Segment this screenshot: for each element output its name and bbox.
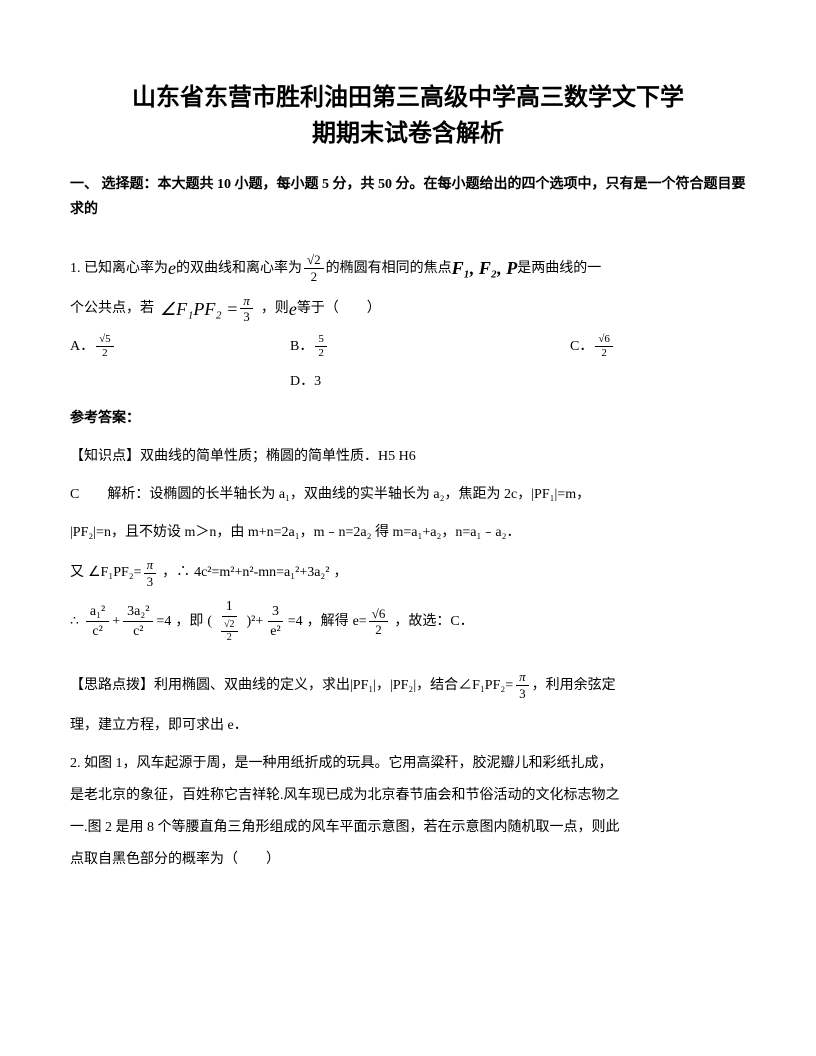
- paren-l: (: [207, 609, 212, 634]
- result-frac: √6 2: [369, 606, 389, 638]
- analysis-line3: 又 ∠F₁PF₂= π 3 ，∴ 4c²=m²+n²-mn=a₁²+3a₂² ，: [70, 557, 746, 589]
- q1-line1: 1. 已知离心率为 e 的双曲线和离心率为 √2 2 的椭圆有相同的焦点 F₁,…: [70, 252, 746, 284]
- cf3-num: 1: [222, 599, 237, 617]
- q2-line4: 点取自黑色部分的概率为（ ）: [70, 846, 746, 874]
- tip-pre: 【思路点拨】利用椭圆、双曲线的定义，求出|PF₁|，|PF₂|，结合∠F₁PF₂…: [70, 673, 513, 698]
- tip-line1: 【思路点拨】利用椭圆、双曲线的定义，求出|PF₁|，|PF₂|，结合∠F₁PF₂…: [70, 669, 746, 701]
- answer-label: 参考答案：: [70, 406, 746, 431]
- cf3-den: √22: [215, 617, 244, 644]
- tip-line2: 理，建立方程，即可求出 e．: [70, 712, 746, 740]
- analysis-line1: C 解析：设椭圆的长半轴长为 a₁，双曲线的实半轴长为 a₂，焦距为 2c，|P…: [70, 481, 746, 509]
- frac-num: √2: [304, 252, 324, 269]
- res-den: 2: [372, 622, 385, 638]
- q1-e1: e: [168, 252, 176, 284]
- line4-end: ，故选：C．: [394, 609, 473, 634]
- cf2: 3a₂² c²: [123, 604, 153, 640]
- title-line1: 山东省东营市胜利油田第三高级中学高三数学文下学: [70, 80, 746, 116]
- line3-angle: ∠F₁PF₂= π 3: [88, 557, 158, 589]
- tip-pi-num: π: [516, 669, 529, 686]
- line4-pre: ∴: [70, 609, 79, 634]
- option-a: A． √5 2: [70, 333, 290, 360]
- line4-after: ，解得: [307, 609, 349, 634]
- option-d: D．3: [290, 369, 746, 394]
- cf1-den: c²: [88, 622, 106, 639]
- opt-c-label: C．: [570, 334, 593, 359]
- line3-mid: ，∴: [162, 560, 190, 585]
- e-eq: e=: [353, 609, 367, 634]
- page-title: 山东省东营市胜利油田第三高级中学高三数学文下学 期期末试卷含解析: [70, 80, 746, 152]
- q2-line1: 2. 如图 1，风车起源于周，是一种用纸折成的玩具。它用高粱秆，胶泥瓣儿和彩纸扎…: [70, 750, 746, 778]
- q1-line2: 个公共点，若 ∠F₁PF₂ = π 3 ，则 e 等于（ ）: [70, 293, 746, 325]
- options-row: A． √5 2 B． 5 2 C． √6 2: [70, 333, 746, 360]
- paren-r: )²+: [247, 609, 264, 634]
- opt-a-den: 2: [99, 347, 111, 360]
- opt-c-den: 2: [598, 347, 610, 360]
- line3-pre: 又: [70, 560, 84, 585]
- section-header: 一、 选择题：本大题共 10 小题，每小题 5 分，共 50 分。在每小题给出的…: [70, 172, 746, 222]
- q1-text6: ，则: [261, 296, 289, 321]
- q1-text4: 是两曲线的一: [517, 256, 601, 281]
- line4-mid: ，即: [175, 609, 203, 634]
- line4-frac1: a₁² c² + 3a₂² c² =4: [83, 604, 171, 640]
- pi3-num: π: [144, 557, 157, 574]
- q1-text5: 个公共点，若: [70, 296, 154, 321]
- line4-frac2: ( 1 √22 )²+ 3 e² =4: [207, 599, 302, 644]
- opt-b-label: B．: [290, 334, 313, 359]
- q1-foci: F₁, F₂, P: [452, 252, 518, 284]
- pi-den: 3: [240, 309, 253, 325]
- option-c: C． √6 2: [570, 333, 720, 360]
- q1-text3: 的椭圆有相同的焦点: [326, 256, 452, 281]
- q1-text7: 等于（ ）: [297, 296, 381, 321]
- eq4-1: =4: [156, 609, 171, 634]
- cf1-num: a₁²: [86, 604, 109, 622]
- pi-num: π: [240, 293, 253, 310]
- line3-eq: 4c²=m²+n²-mn=a₁²+3a₂²: [194, 560, 329, 585]
- angle-text: ∠F₁PF₂=: [88, 560, 142, 585]
- opt-b-num: 5: [315, 333, 327, 347]
- option-b: B． 5 2: [290, 333, 570, 360]
- cf3: 1 √22: [215, 599, 244, 644]
- cf1: a₁² c²: [86, 604, 109, 640]
- tip-post: ，利用余弦定: [532, 673, 616, 698]
- cf2-den: c²: [129, 622, 147, 639]
- knowledge-point: 【知识点】双曲线的简单性质；椭圆的简单性质．H5 H6: [70, 443, 746, 471]
- tip-pi-den: 3: [516, 686, 529, 702]
- line3-end: ，: [334, 560, 348, 585]
- frac-den: 2: [308, 269, 321, 285]
- q1-text2: 的双曲线和离心率为: [176, 256, 302, 281]
- cf4-num: 3: [268, 604, 283, 622]
- pi3-den: 3: [144, 574, 157, 590]
- opt-a-frac: √5 2: [96, 333, 114, 360]
- opt-b-den: 2: [315, 347, 327, 360]
- opt-c-num: √6: [595, 333, 613, 347]
- analysis-line2: |PF₂|=n，且不妨设 m＞n，由 m+n=2a₁，m﹣n=2a₂ 得 m=a…: [70, 519, 746, 547]
- cf4: 3 e²: [266, 604, 284, 640]
- opt-c-frac: √6 2: [595, 333, 613, 360]
- line4-result: e= √6 2: [353, 606, 391, 638]
- opt-b-frac: 5 2: [315, 333, 327, 360]
- res-num: √6: [369, 606, 389, 623]
- cf2-num: 3a₂²: [123, 604, 153, 622]
- tip-pi3: π 3: [516, 669, 529, 701]
- opt-a-num: √5: [96, 333, 114, 347]
- q1-frac1: √2 2: [304, 252, 324, 284]
- angle-left: ∠F₁PF₂ =: [160, 293, 238, 325]
- q1-text1: 1. 已知离心率为: [70, 256, 168, 281]
- opt-a-label: A．: [70, 334, 94, 359]
- analysis-line4: ∴ a₁² c² + 3a₂² c² =4 ，即 ( 1 √22 )²+ 3 e…: [70, 599, 746, 644]
- q2-line2: 是老北京的象征，百姓称它吉祥轮.风车现已成为北京春节庙会和节俗活动的文化标志物之: [70, 782, 746, 810]
- eq4-2: =4: [288, 609, 303, 634]
- title-line2: 期期末试卷含解析: [70, 116, 746, 152]
- q2-line3: 一.图 2 是用 8 个等腰直角三角形组成的风车平面示意图，若在示意图内随机取一…: [70, 814, 746, 842]
- q1-e2: e: [289, 293, 297, 325]
- pi3-frac: π 3: [144, 557, 157, 589]
- cf4-den: e²: [266, 622, 284, 639]
- plus1: +: [112, 609, 120, 634]
- pi-over-3: π 3: [240, 293, 253, 325]
- q1-angle-expr: ∠F₁PF₂ = π 3: [160, 293, 255, 325]
